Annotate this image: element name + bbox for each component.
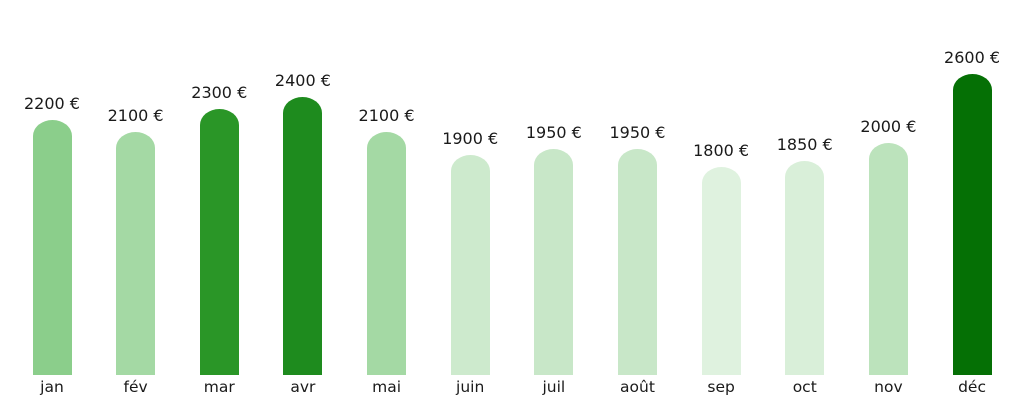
- bar-value-label-sep: 1800 €: [693, 140, 750, 160]
- bar-group-août: 1950 € août: [577, 0, 697, 404]
- bar-juil: [534, 149, 574, 375]
- bar-août: [617, 149, 657, 375]
- bar-sep: [701, 166, 741, 375]
- x-tick-nov: nov: [874, 378, 903, 396]
- bar-value-label-mai: 2100 €: [358, 105, 415, 125]
- x-tick-jan: jan: [40, 378, 64, 396]
- bar-group-mai: 2100 € mai: [327, 0, 447, 404]
- bar-fév: [116, 131, 156, 375]
- x-tick-mar: mar: [203, 378, 235, 396]
- bar-group-juin: 1900 € juin: [410, 0, 530, 404]
- bar-mar: [199, 108, 239, 375]
- x-tick-sep: sep: [707, 378, 735, 396]
- x-tick-déc: déc: [958, 378, 986, 396]
- bar-nov: [868, 143, 908, 375]
- x-tick-avr: avr: [290, 378, 316, 396]
- bar-déc: [952, 73, 992, 375]
- bar-value-label-jan: 2200 €: [24, 94, 80, 114]
- bar-group-nov: 2000 € nov: [828, 0, 948, 404]
- x-tick-juin: juin: [456, 378, 485, 396]
- bar-group-jan: 2200 € jan: [0, 0, 112, 404]
- bar-group-juil: 1950 € juil: [494, 0, 614, 404]
- bar-avr: [283, 97, 323, 375]
- bar-group-oct: 1850 € oct: [745, 0, 865, 404]
- x-tick-mai: mai: [372, 378, 401, 396]
- bar-value-label-mar: 2300 €: [191, 82, 248, 102]
- bar-mai: [367, 131, 407, 375]
- x-tick-août: août: [620, 378, 655, 396]
- bar-group-fév: 2100 € fév: [76, 0, 196, 404]
- bar-value-label-déc: 2600 €: [944, 47, 1001, 67]
- bar-value-label-fév: 2100 €: [107, 105, 164, 125]
- bar-group-avr: 2400 € avr: [243, 0, 363, 404]
- bar-group-déc: 2600 € déc: [912, 0, 1024, 404]
- bar-value-label-juin: 1900 €: [442, 129, 499, 149]
- bar-group-sep: 1800 € sep: [661, 0, 781, 404]
- bar-value-label-oct: 1850 €: [776, 134, 833, 154]
- bar-oct: [785, 160, 825, 375]
- x-tick-oct: oct: [792, 378, 817, 396]
- bar-jan: [32, 120, 72, 375]
- bar-juin: [450, 155, 490, 375]
- bar-value-label-août: 1950 €: [609, 123, 666, 143]
- bar-value-label-juil: 1950 €: [525, 123, 582, 143]
- bar-value-label-nov: 2000 €: [860, 117, 917, 137]
- bar-value-label-avr: 2400 €: [274, 71, 331, 91]
- bar-group-mar: 2300 € mar: [159, 0, 279, 404]
- x-tick-juil: juil: [542, 378, 566, 396]
- x-tick-fév: fév: [123, 378, 148, 396]
